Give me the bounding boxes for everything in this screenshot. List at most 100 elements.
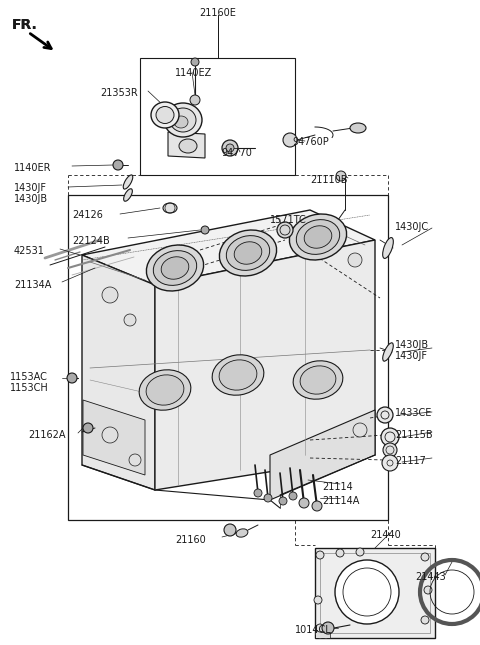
Text: 21443: 21443 [415, 572, 446, 582]
Circle shape [314, 596, 322, 604]
Circle shape [336, 549, 344, 557]
Text: 22124B: 22124B [72, 236, 110, 246]
Ellipse shape [163, 203, 177, 213]
Circle shape [190, 95, 200, 105]
Circle shape [322, 622, 334, 634]
Circle shape [226, 144, 234, 152]
Ellipse shape [304, 226, 332, 248]
Circle shape [264, 494, 272, 502]
Polygon shape [82, 210, 375, 285]
Text: 1140ER: 1140ER [14, 163, 51, 173]
Bar [320, 553, 430, 633]
Circle shape [424, 586, 432, 594]
Text: 1430JC: 1430JC [395, 222, 429, 232]
Text: 21160E: 21160E [200, 8, 237, 18]
Circle shape [381, 428, 399, 446]
Ellipse shape [146, 375, 184, 405]
Text: 1571TC: 1571TC [270, 215, 307, 225]
Ellipse shape [383, 237, 393, 259]
Circle shape [124, 314, 136, 326]
Ellipse shape [212, 355, 264, 395]
Bar [140, 58, 295, 175]
Circle shape [83, 423, 93, 433]
Ellipse shape [219, 230, 276, 276]
Ellipse shape [170, 108, 196, 132]
Circle shape [316, 551, 324, 559]
Ellipse shape [383, 342, 393, 361]
Ellipse shape [300, 366, 336, 394]
Ellipse shape [123, 175, 133, 189]
Circle shape [377, 407, 393, 423]
Circle shape [254, 489, 262, 497]
Ellipse shape [293, 361, 343, 399]
Ellipse shape [124, 189, 132, 201]
Text: 21134A: 21134A [14, 280, 51, 290]
Circle shape [316, 624, 324, 632]
Text: 21110B: 21110B [310, 175, 348, 185]
Ellipse shape [174, 116, 188, 128]
Polygon shape [155, 240, 375, 490]
Bar [68, 195, 388, 520]
Ellipse shape [156, 106, 174, 123]
Circle shape [222, 140, 238, 156]
Circle shape [67, 373, 77, 383]
Circle shape [289, 492, 297, 500]
Ellipse shape [179, 139, 197, 153]
Circle shape [224, 524, 236, 536]
Polygon shape [168, 132, 205, 158]
Text: 94770: 94770 [221, 148, 252, 158]
Ellipse shape [153, 251, 197, 285]
Circle shape [421, 616, 429, 624]
Ellipse shape [226, 235, 270, 270]
Text: 24126: 24126 [72, 210, 103, 220]
Circle shape [336, 171, 346, 181]
Text: 1153AC: 1153AC [10, 372, 48, 382]
Polygon shape [83, 400, 145, 475]
Text: 1430JB: 1430JB [395, 340, 429, 350]
Circle shape [299, 498, 309, 508]
Text: 21117: 21117 [395, 456, 426, 466]
Circle shape [277, 222, 293, 238]
Circle shape [382, 455, 398, 471]
Text: 1433CE: 1433CE [395, 408, 432, 418]
Ellipse shape [289, 214, 347, 260]
Circle shape [283, 133, 297, 147]
Text: 21114: 21114 [322, 482, 353, 492]
Circle shape [356, 548, 364, 556]
Text: 1140EZ: 1140EZ [175, 68, 212, 78]
Circle shape [335, 560, 399, 624]
Circle shape [279, 497, 287, 505]
Text: 1153CH: 1153CH [10, 383, 49, 393]
Circle shape [353, 423, 367, 437]
Text: 1430JF: 1430JF [395, 351, 428, 361]
Ellipse shape [146, 245, 204, 291]
Ellipse shape [350, 123, 366, 133]
Ellipse shape [139, 370, 191, 410]
Text: 1014CL: 1014CL [295, 625, 332, 635]
Ellipse shape [219, 360, 257, 390]
Circle shape [102, 427, 118, 443]
Text: 94760P: 94760P [292, 137, 329, 147]
Bar [315, 548, 435, 638]
Circle shape [312, 501, 322, 511]
Text: 21114A: 21114A [322, 496, 360, 506]
Text: 21162A: 21162A [28, 430, 65, 440]
Ellipse shape [236, 529, 248, 537]
Text: 1430JF: 1430JF [14, 183, 47, 193]
Circle shape [113, 160, 123, 170]
Circle shape [383, 443, 397, 457]
Ellipse shape [234, 242, 262, 264]
Text: 1430JB: 1430JB [14, 194, 48, 204]
Polygon shape [315, 628, 330, 638]
Circle shape [348, 253, 362, 267]
Text: 21440: 21440 [370, 530, 401, 540]
Text: FR.: FR. [12, 18, 38, 32]
Text: 21160: 21160 [175, 535, 206, 545]
Text: 42531: 42531 [14, 246, 45, 256]
Circle shape [102, 287, 118, 303]
Text: FR.: FR. [12, 18, 38, 32]
Polygon shape [270, 410, 375, 500]
Polygon shape [82, 255, 155, 490]
Circle shape [191, 58, 199, 66]
Ellipse shape [151, 102, 179, 128]
